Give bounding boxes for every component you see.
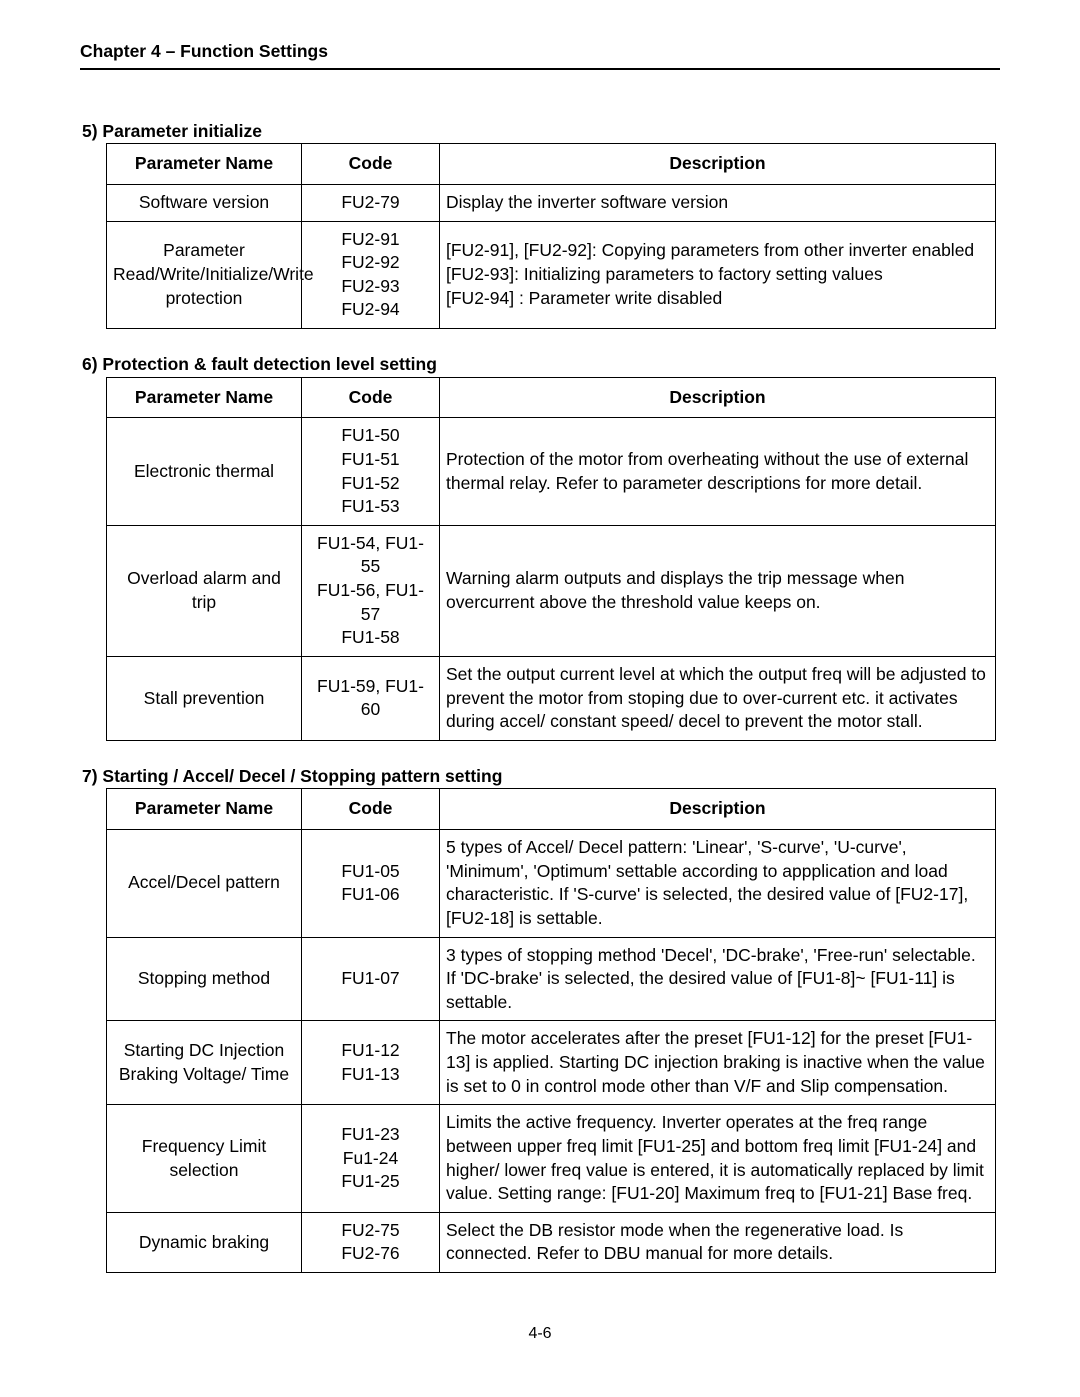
section-title-7: 7) Starting / Accel/ Decel / Stopping pa… xyxy=(80,765,1000,789)
table-row: Stopping method FU1-07 3 types of stoppi… xyxy=(107,937,996,1021)
table-row: Dynamic braking FU2-75FU2-76 Select the … xyxy=(107,1212,996,1272)
cell-name: Overload alarm and trip xyxy=(107,525,302,656)
th-desc: Description xyxy=(440,789,996,830)
cell-desc: Warning alarm outputs and displays the t… xyxy=(440,525,996,656)
cell-desc: Limits the active frequency. Inverter op… xyxy=(440,1105,996,1213)
cell-desc: [FU2-91], [FU2-92]: Copying parameters f… xyxy=(440,221,996,329)
th-desc: Description xyxy=(440,377,996,418)
th-desc: Description xyxy=(440,144,996,185)
table-header-row: Parameter Name Code Description xyxy=(107,789,996,830)
cell-code: FU1-12FU1-13 xyxy=(302,1021,440,1105)
table-row: Overload alarm and trip FU1-54, FU1-55FU… xyxy=(107,525,996,656)
table-row: Parameter Read/Write/Initialize/Write pr… xyxy=(107,221,996,329)
cell-code: FU1-59, FU1-60 xyxy=(302,656,440,740)
cell-code: FU1-23Fu1-24FU1-25 xyxy=(302,1105,440,1213)
cell-desc: Display the inverter software version xyxy=(440,184,996,221)
cell-desc: The motor accelerates after the preset [… xyxy=(440,1021,996,1105)
cell-code: FU2-91FU2-92FU2-93FU2-94 xyxy=(302,221,440,329)
cell-code: FU1-50FU1-51FU1-52FU1-53 xyxy=(302,418,440,526)
cell-code: FU1-05FU1-06 xyxy=(302,830,440,938)
cell-name: Frequency Limit selection xyxy=(107,1105,302,1213)
table-header-row: Parameter Name Code Description xyxy=(107,144,996,185)
cell-code: FU2-75FU2-76 xyxy=(302,1212,440,1272)
table-header-row: Parameter Name Code Description xyxy=(107,377,996,418)
cell-name: Software version xyxy=(107,184,302,221)
cell-code: FU2-79 xyxy=(302,184,440,221)
table-row: Electronic thermal FU1-50FU1-51FU1-52FU1… xyxy=(107,418,996,526)
cell-desc: Select the DB resistor mode when the reg… xyxy=(440,1212,996,1272)
cell-code: FU1-07 xyxy=(302,937,440,1021)
table-parameter-initialize: Parameter Name Code Description Software… xyxy=(106,143,996,329)
cell-desc: Protection of the motor from overheating… xyxy=(440,418,996,526)
cell-desc: 5 types of Accel/ Decel pattern: 'Linear… xyxy=(440,830,996,938)
cell-name: Electronic thermal xyxy=(107,418,302,526)
table-row: Starting DC Injection Braking Voltage/ T… xyxy=(107,1021,996,1105)
page-number: 4-6 xyxy=(80,1323,1000,1345)
table-row: Stall prevention FU1-59, FU1-60 Set the … xyxy=(107,656,996,740)
cell-name: Dynamic braking xyxy=(107,1212,302,1272)
th-code: Code xyxy=(302,789,440,830)
table-row: Accel/Decel pattern FU1-05FU1-06 5 types… xyxy=(107,830,996,938)
cell-name: Starting DC Injection Braking Voltage/ T… xyxy=(107,1021,302,1105)
cell-name: Stall prevention xyxy=(107,656,302,740)
th-name: Parameter Name xyxy=(107,377,302,418)
cell-code: FU1-54, FU1-55FU1-56, FU1-57FU1-58 xyxy=(302,525,440,656)
cell-name: Parameter Read/Write/Initialize/Write pr… xyxy=(107,221,302,329)
cell-desc: 3 types of stopping method 'Decel', 'DC-… xyxy=(440,937,996,1021)
section-title-5: 5) Parameter initialize xyxy=(80,120,1000,144)
table-row: Software version FU2-79 Display the inve… xyxy=(107,184,996,221)
th-name: Parameter Name xyxy=(107,789,302,830)
chapter-header: Chapter 4 – Function Settings xyxy=(80,40,1000,70)
section-title-6: 6) Protection & fault detection level se… xyxy=(80,353,1000,377)
cell-name: Accel/Decel pattern xyxy=(107,830,302,938)
table-starting-pattern: Parameter Name Code Description Accel/De… xyxy=(106,788,996,1273)
th-name: Parameter Name xyxy=(107,144,302,185)
cell-name: Stopping method xyxy=(107,937,302,1021)
cell-desc: Set the output current level at which th… xyxy=(440,656,996,740)
th-code: Code xyxy=(302,144,440,185)
table-row: Frequency Limit selection FU1-23Fu1-24FU… xyxy=(107,1105,996,1213)
th-code: Code xyxy=(302,377,440,418)
table-protection-fault: Parameter Name Code Description Electron… xyxy=(106,377,996,741)
